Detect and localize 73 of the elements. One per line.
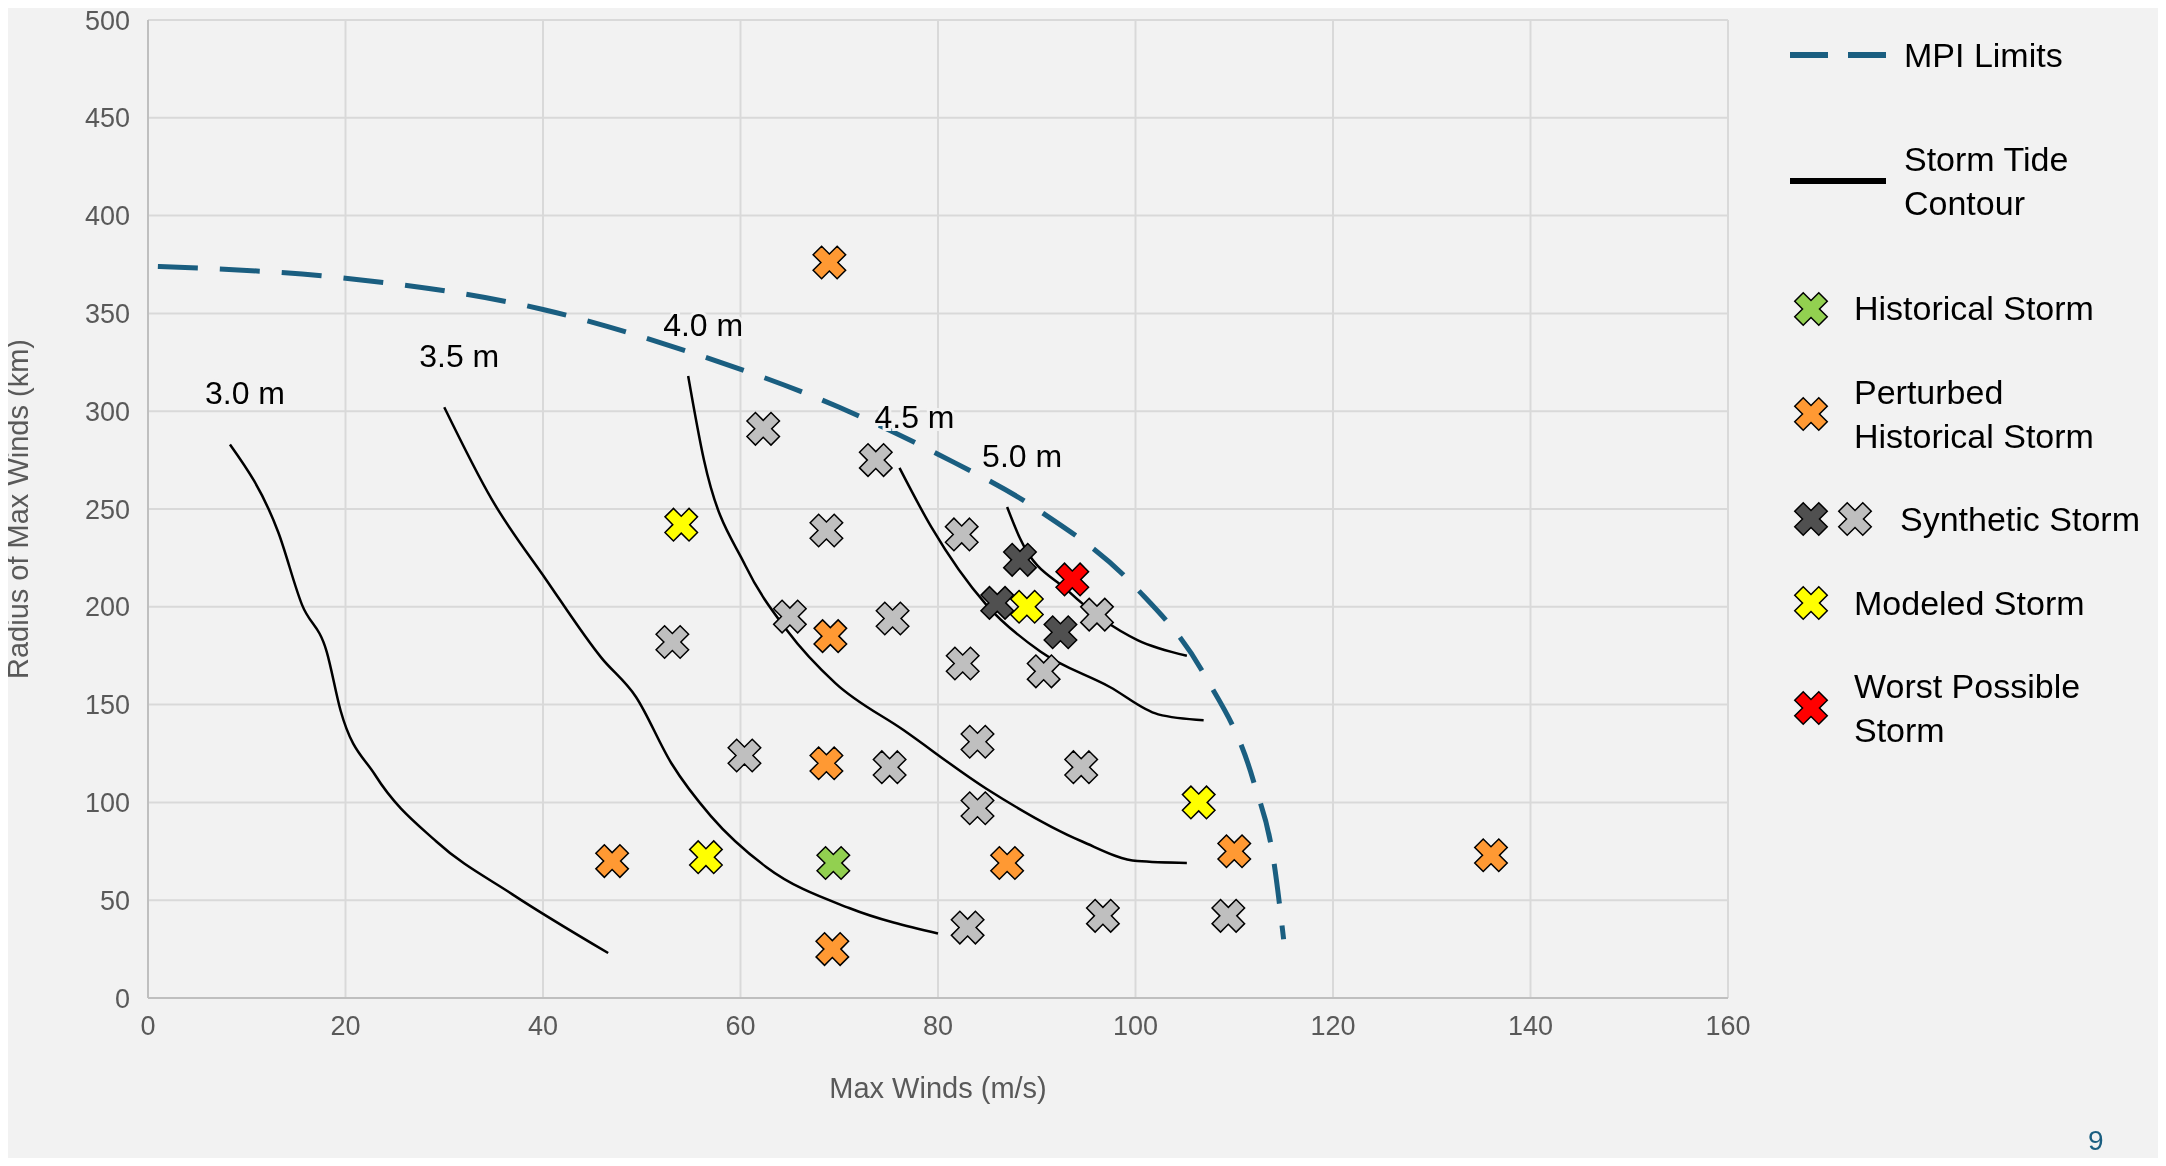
- x-tick-label: 140: [1507, 1011, 1554, 1042]
- x-tick-label: 160: [1705, 1011, 1751, 1042]
- line-series: [228, 443, 610, 955]
- point: [858, 443, 893, 478]
- point: [595, 844, 630, 879]
- y-tick-label: 500: [84, 5, 130, 36]
- point: [655, 624, 690, 660]
- point: [813, 619, 848, 654]
- point: [1079, 597, 1114, 632]
- point: [945, 646, 980, 681]
- x-tick-label: 80: [922, 1011, 954, 1042]
- x-tick-label: 0: [140, 1011, 156, 1042]
- y-tick-label: 150: [84, 690, 130, 721]
- point: [1217, 834, 1252, 869]
- point: [960, 724, 995, 759]
- point: [746, 411, 781, 446]
- point: [944, 517, 979, 552]
- y-tick-label: 300: [84, 396, 130, 427]
- text: Storm Tide Contour: [1904, 139, 2070, 225]
- point: [950, 910, 985, 945]
- legend-label: MPI Limits: [1904, 35, 2064, 76]
- point: [727, 738, 762, 773]
- point: [1055, 562, 1090, 597]
- point: [1211, 898, 1246, 933]
- point: [990, 846, 1025, 881]
- legend-label: Synthetic Storm: [1900, 498, 2141, 540]
- x-tick-label: 120: [1310, 1011, 1356, 1042]
- point: [809, 746, 844, 781]
- y-tick-label: 100: [84, 787, 130, 818]
- point: [772, 599, 807, 634]
- y-tick-label: 200: [84, 592, 130, 623]
- point: [1026, 654, 1061, 689]
- legend-label: Modeled Storm: [1854, 582, 2086, 624]
- x-tick-label: 60: [725, 1011, 756, 1042]
- x-axis-title: Max Winds (m/s): [829, 1072, 1047, 1104]
- point: [664, 507, 699, 542]
- y-tick-label: 0: [114, 983, 130, 1014]
- y-tick-label: 400: [84, 201, 130, 232]
- x-tick-label: 100: [1112, 1011, 1159, 1042]
- series-label: 4.0 m: [663, 306, 744, 343]
- point: [812, 245, 847, 280]
- y-tick-label: 50: [99, 885, 130, 916]
- line-series: [898, 466, 1205, 722]
- series-label: 3.0 m: [204, 375, 285, 412]
- y-tick-label: 250: [84, 494, 130, 525]
- point: [875, 601, 910, 636]
- series-label: 4.5 m: [874, 398, 955, 435]
- legend-label: Historical Storm: [1854, 288, 2095, 330]
- legend-label: Worst Possible Storm: [1854, 665, 2082, 752]
- series-label: 5.0 m: [982, 438, 1063, 475]
- text: 9: [2088, 1125, 2104, 1157]
- point: [1085, 898, 1120, 933]
- point: [815, 932, 850, 967]
- point: [872, 750, 907, 785]
- point: [816, 846, 851, 881]
- point: [1473, 838, 1509, 873]
- y-tick-label: 450: [84, 103, 130, 134]
- series-label: 3.5 m: [419, 338, 500, 375]
- x-tick-label: 40: [527, 1011, 559, 1042]
- point: [960, 791, 995, 826]
- point: [1043, 615, 1078, 650]
- point: [1064, 750, 1099, 785]
- point: [688, 840, 723, 875]
- y-tick-label: 350: [84, 298, 130, 329]
- line-series: [686, 374, 1189, 865]
- y-axis-title: Radius of Max Winds (km): [2, 338, 35, 680]
- legend-label: Perturbed Historical Storm: [1854, 371, 2095, 457]
- point: [980, 585, 1015, 620]
- point: [1181, 785, 1216, 820]
- point: [1009, 589, 1044, 624]
- point: [809, 513, 844, 548]
- point: [1002, 542, 1037, 577]
- x-tick-label: 20: [330, 1011, 361, 1042]
